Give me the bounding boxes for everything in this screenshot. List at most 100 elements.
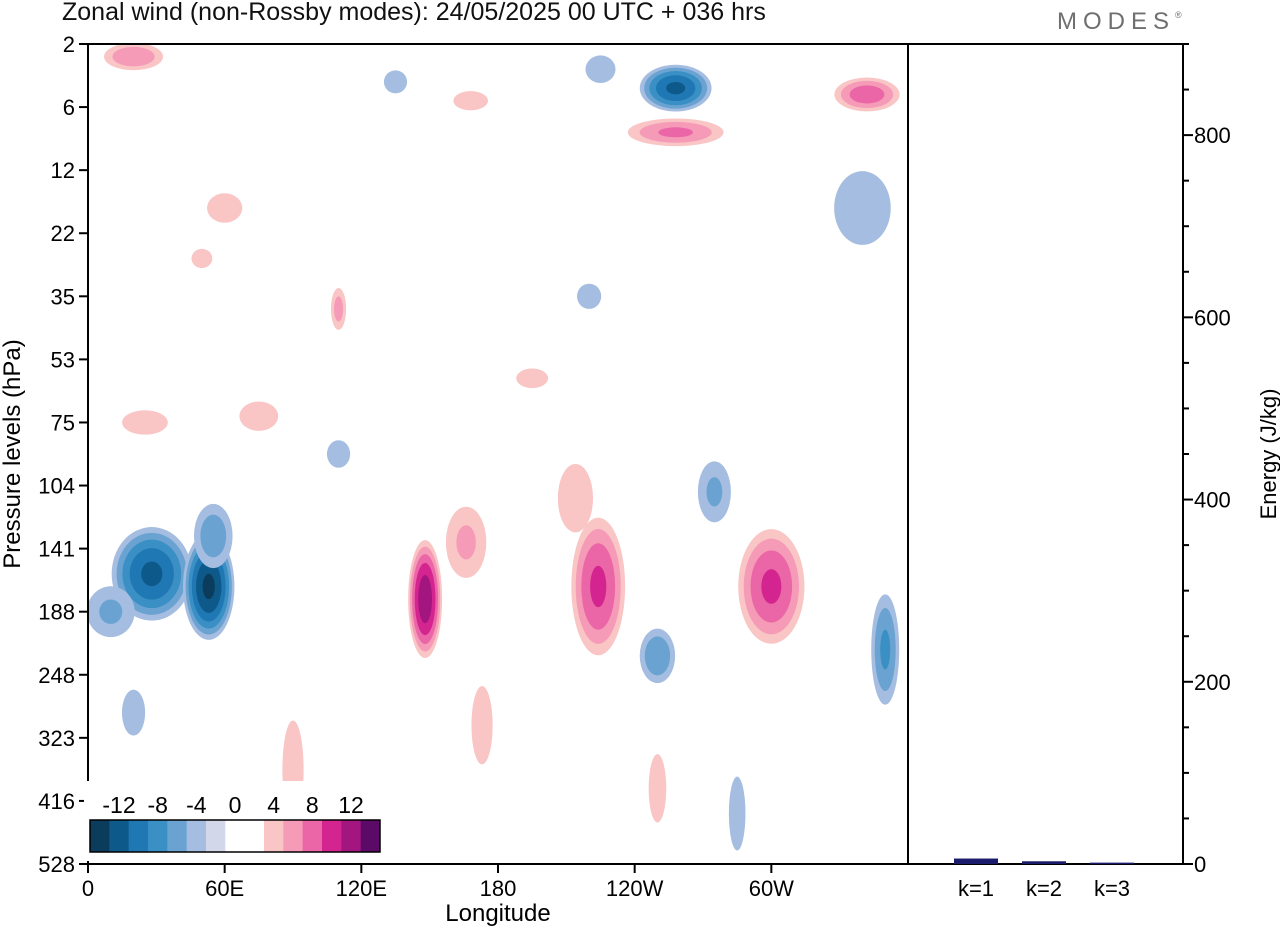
- positive-wind-feature: [648, 754, 667, 823]
- contour-band: [191, 248, 213, 269]
- y-tick-label: 2: [63, 32, 75, 57]
- contour-band: [202, 573, 215, 600]
- contour-band: [590, 565, 607, 608]
- contour-band: [761, 569, 782, 604]
- colorbar-swatch: [148, 820, 168, 852]
- negative-wind-feature: [728, 776, 746, 851]
- colorbar-swatch: [186, 820, 207, 852]
- contour-band: [141, 561, 163, 587]
- contour-band: [666, 81, 686, 95]
- colorbar-swatch: [322, 820, 342, 852]
- energy-bar-label: k=2: [1026, 876, 1062, 901]
- energy-bar-label: k=3: [1094, 876, 1130, 901]
- colorbar-frame: [89, 819, 381, 853]
- negative-wind-feature: [326, 440, 351, 468]
- x-tick-label: 0: [82, 876, 94, 901]
- y-tick-label: 323: [38, 726, 75, 751]
- contour-band: [418, 574, 433, 624]
- positive-wind-feature: [738, 529, 805, 644]
- colorbar-tick-label: -12: [102, 792, 135, 818]
- contour-band: [112, 46, 155, 67]
- colorbar: -12 -8 -4 0 4 8 12: [84, 781, 384, 861]
- positive-wind-feature: [453, 91, 488, 111]
- y-tick-label: 6: [63, 95, 75, 120]
- negative-wind-feature: [577, 283, 602, 309]
- contour-band: [326, 440, 351, 468]
- energy-bar: [954, 858, 998, 864]
- contour-band: [121, 689, 146, 736]
- contour-band: [834, 171, 891, 245]
- y-tick-label: 141: [38, 537, 75, 562]
- contour-band: [383, 70, 408, 94]
- colorbar-swatch: [109, 820, 130, 852]
- heatmap-field: [88, 44, 900, 861]
- negative-wind-feature: [639, 64, 712, 112]
- contour-band: [453, 91, 488, 111]
- y-tick-label: 22: [51, 221, 75, 246]
- positive-wind-feature: [445, 506, 487, 578]
- x-tick-label: 120W: [606, 876, 664, 901]
- colorbar-swatch: [206, 820, 226, 852]
- negative-wind-feature: [88, 586, 135, 638]
- positive-wind-feature: [571, 517, 626, 656]
- contour-band: [557, 463, 594, 533]
- x-axis-label: Longitude: [445, 900, 550, 927]
- contour-band: [644, 636, 671, 676]
- energy-tick-label: 0: [1194, 852, 1206, 877]
- energy-bar: [1022, 861, 1066, 864]
- colorbar-swatch: [302, 820, 323, 852]
- energy-bar: [1090, 862, 1134, 865]
- negative-wind-feature: [183, 533, 235, 640]
- colorbar-swatch: [244, 820, 265, 852]
- colorbar-tick-label: -8: [147, 792, 167, 818]
- colorbar-tick-label: 4: [267, 792, 280, 818]
- colorbar-swatch: [360, 820, 381, 852]
- positive-wind-feature: [330, 288, 347, 330]
- colorbar-swatch: [283, 820, 304, 852]
- positive-wind-feature: [207, 193, 243, 223]
- colorbar-tick-label: 12: [338, 792, 364, 818]
- longitude-axis: 0 60E 120E 180 120W 60W: [82, 864, 794, 901]
- energy-tick-label: 400: [1194, 488, 1231, 513]
- y-axis-label: Pressure levels (hPa): [0, 339, 26, 568]
- energy-tick-label: 800: [1194, 123, 1231, 148]
- colorbar-swatch: [128, 820, 149, 852]
- colorbar-swatch: [167, 820, 188, 852]
- contour-band: [658, 127, 693, 138]
- energy-tick-label: 600: [1194, 305, 1231, 330]
- energy-plot-frame: [907, 43, 1184, 865]
- contour-band: [200, 514, 227, 558]
- y-tick-label: 53: [51, 347, 75, 372]
- contour-band: [456, 525, 476, 560]
- positive-wind-feature: [191, 248, 213, 269]
- chart-title: Zonal wind (non-Rossby modes): 24/05/202…: [62, 0, 766, 26]
- positive-wind-feature: [834, 77, 900, 112]
- contour-features: [88, 44, 900, 861]
- colorbar-tick-label: 0: [229, 792, 242, 818]
- negative-wind-feature: [639, 628, 676, 684]
- colorbar-tick-label: 8: [306, 792, 319, 818]
- contour-band: [334, 296, 344, 322]
- x-tick-label: 60E: [205, 876, 244, 901]
- contour-band: [239, 401, 279, 431]
- energy-tick-label: 200: [1194, 670, 1231, 695]
- energy-bar-label: k=1: [958, 876, 994, 901]
- brand-text: MODES: [1057, 8, 1176, 35]
- contour-band: [849, 85, 885, 104]
- main-plot-frame: [87, 43, 909, 865]
- positive-wind-feature: [408, 540, 443, 658]
- contour-band: [880, 629, 891, 670]
- negative-wind-feature: [834, 171, 891, 245]
- x-tick-label: 180: [480, 876, 517, 901]
- negative-wind-feature: [383, 70, 408, 94]
- colorbar-swatch: [90, 820, 110, 852]
- positive-wind-feature: [516, 368, 549, 389]
- contour-band: [207, 193, 243, 223]
- energy-axis-label: Energy (J/kg): [1256, 389, 1280, 520]
- negative-wind-feature: [121, 689, 146, 736]
- y-tick-label: 188: [38, 600, 75, 625]
- x-tick-label: 120E: [336, 876, 387, 901]
- registered-mark: ®: [1175, 10, 1182, 20]
- contour-band: [471, 686, 493, 765]
